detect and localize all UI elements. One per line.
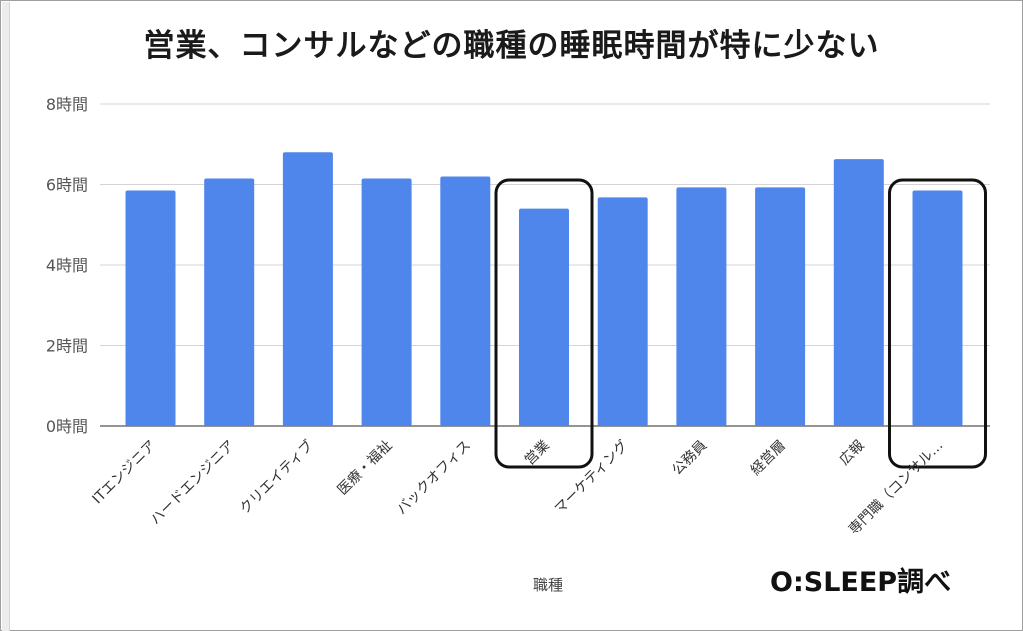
y-tick-label: 4時間 <box>46 256 88 275</box>
bar-5 <box>519 208 569 426</box>
x-tick-label: 経営層 <box>748 438 789 479</box>
x-tick-label: 公務員 <box>669 438 710 479</box>
highlight-box <box>494 178 594 469</box>
y-tick-label: 2時間 <box>46 337 88 356</box>
bar-7 <box>676 187 727 426</box>
highlight-box <box>888 178 987 469</box>
x-tick-label: ハードエンジニア <box>148 438 239 529</box>
bar-1 <box>204 178 255 426</box>
x-tick-label: ITエンジニア <box>90 438 160 508</box>
y-axis-ticks: 0時間 2時間 4時間 6時間 8時間 <box>46 95 88 436</box>
bar-4 <box>440 176 491 426</box>
x-tick-label: 広報 <box>837 438 868 469</box>
bar-9 <box>833 159 884 426</box>
x-tick-label: 医療・福祉 <box>334 437 396 499</box>
bar-6 <box>597 197 648 426</box>
bar-0 <box>125 190 176 426</box>
x-tick-label: 営業 <box>522 438 553 469</box>
x-tick-label: クリエイティブ <box>236 437 317 518</box>
y-tick-label: 0時間 <box>46 417 88 436</box>
bar-3 <box>361 178 412 426</box>
bars <box>125 152 963 427</box>
bar-10 <box>912 190 963 426</box>
bar-2 <box>282 152 333 427</box>
y-tick-label: 6時間 <box>46 176 88 195</box>
highlight-boxes <box>494 178 987 469</box>
chart-title: 営業、コンサルなどの職種の睡眠時間が特に少ない <box>143 28 880 64</box>
x-axis-title: 職種 <box>533 576 563 594</box>
x-tick-label: バックオフィス <box>394 438 474 518</box>
bar-8 <box>755 187 806 426</box>
y-tick-label: 8時間 <box>46 95 88 114</box>
source-credit: O:SLEEP調べ <box>770 567 952 598</box>
left-edge-strip <box>2 2 10 631</box>
